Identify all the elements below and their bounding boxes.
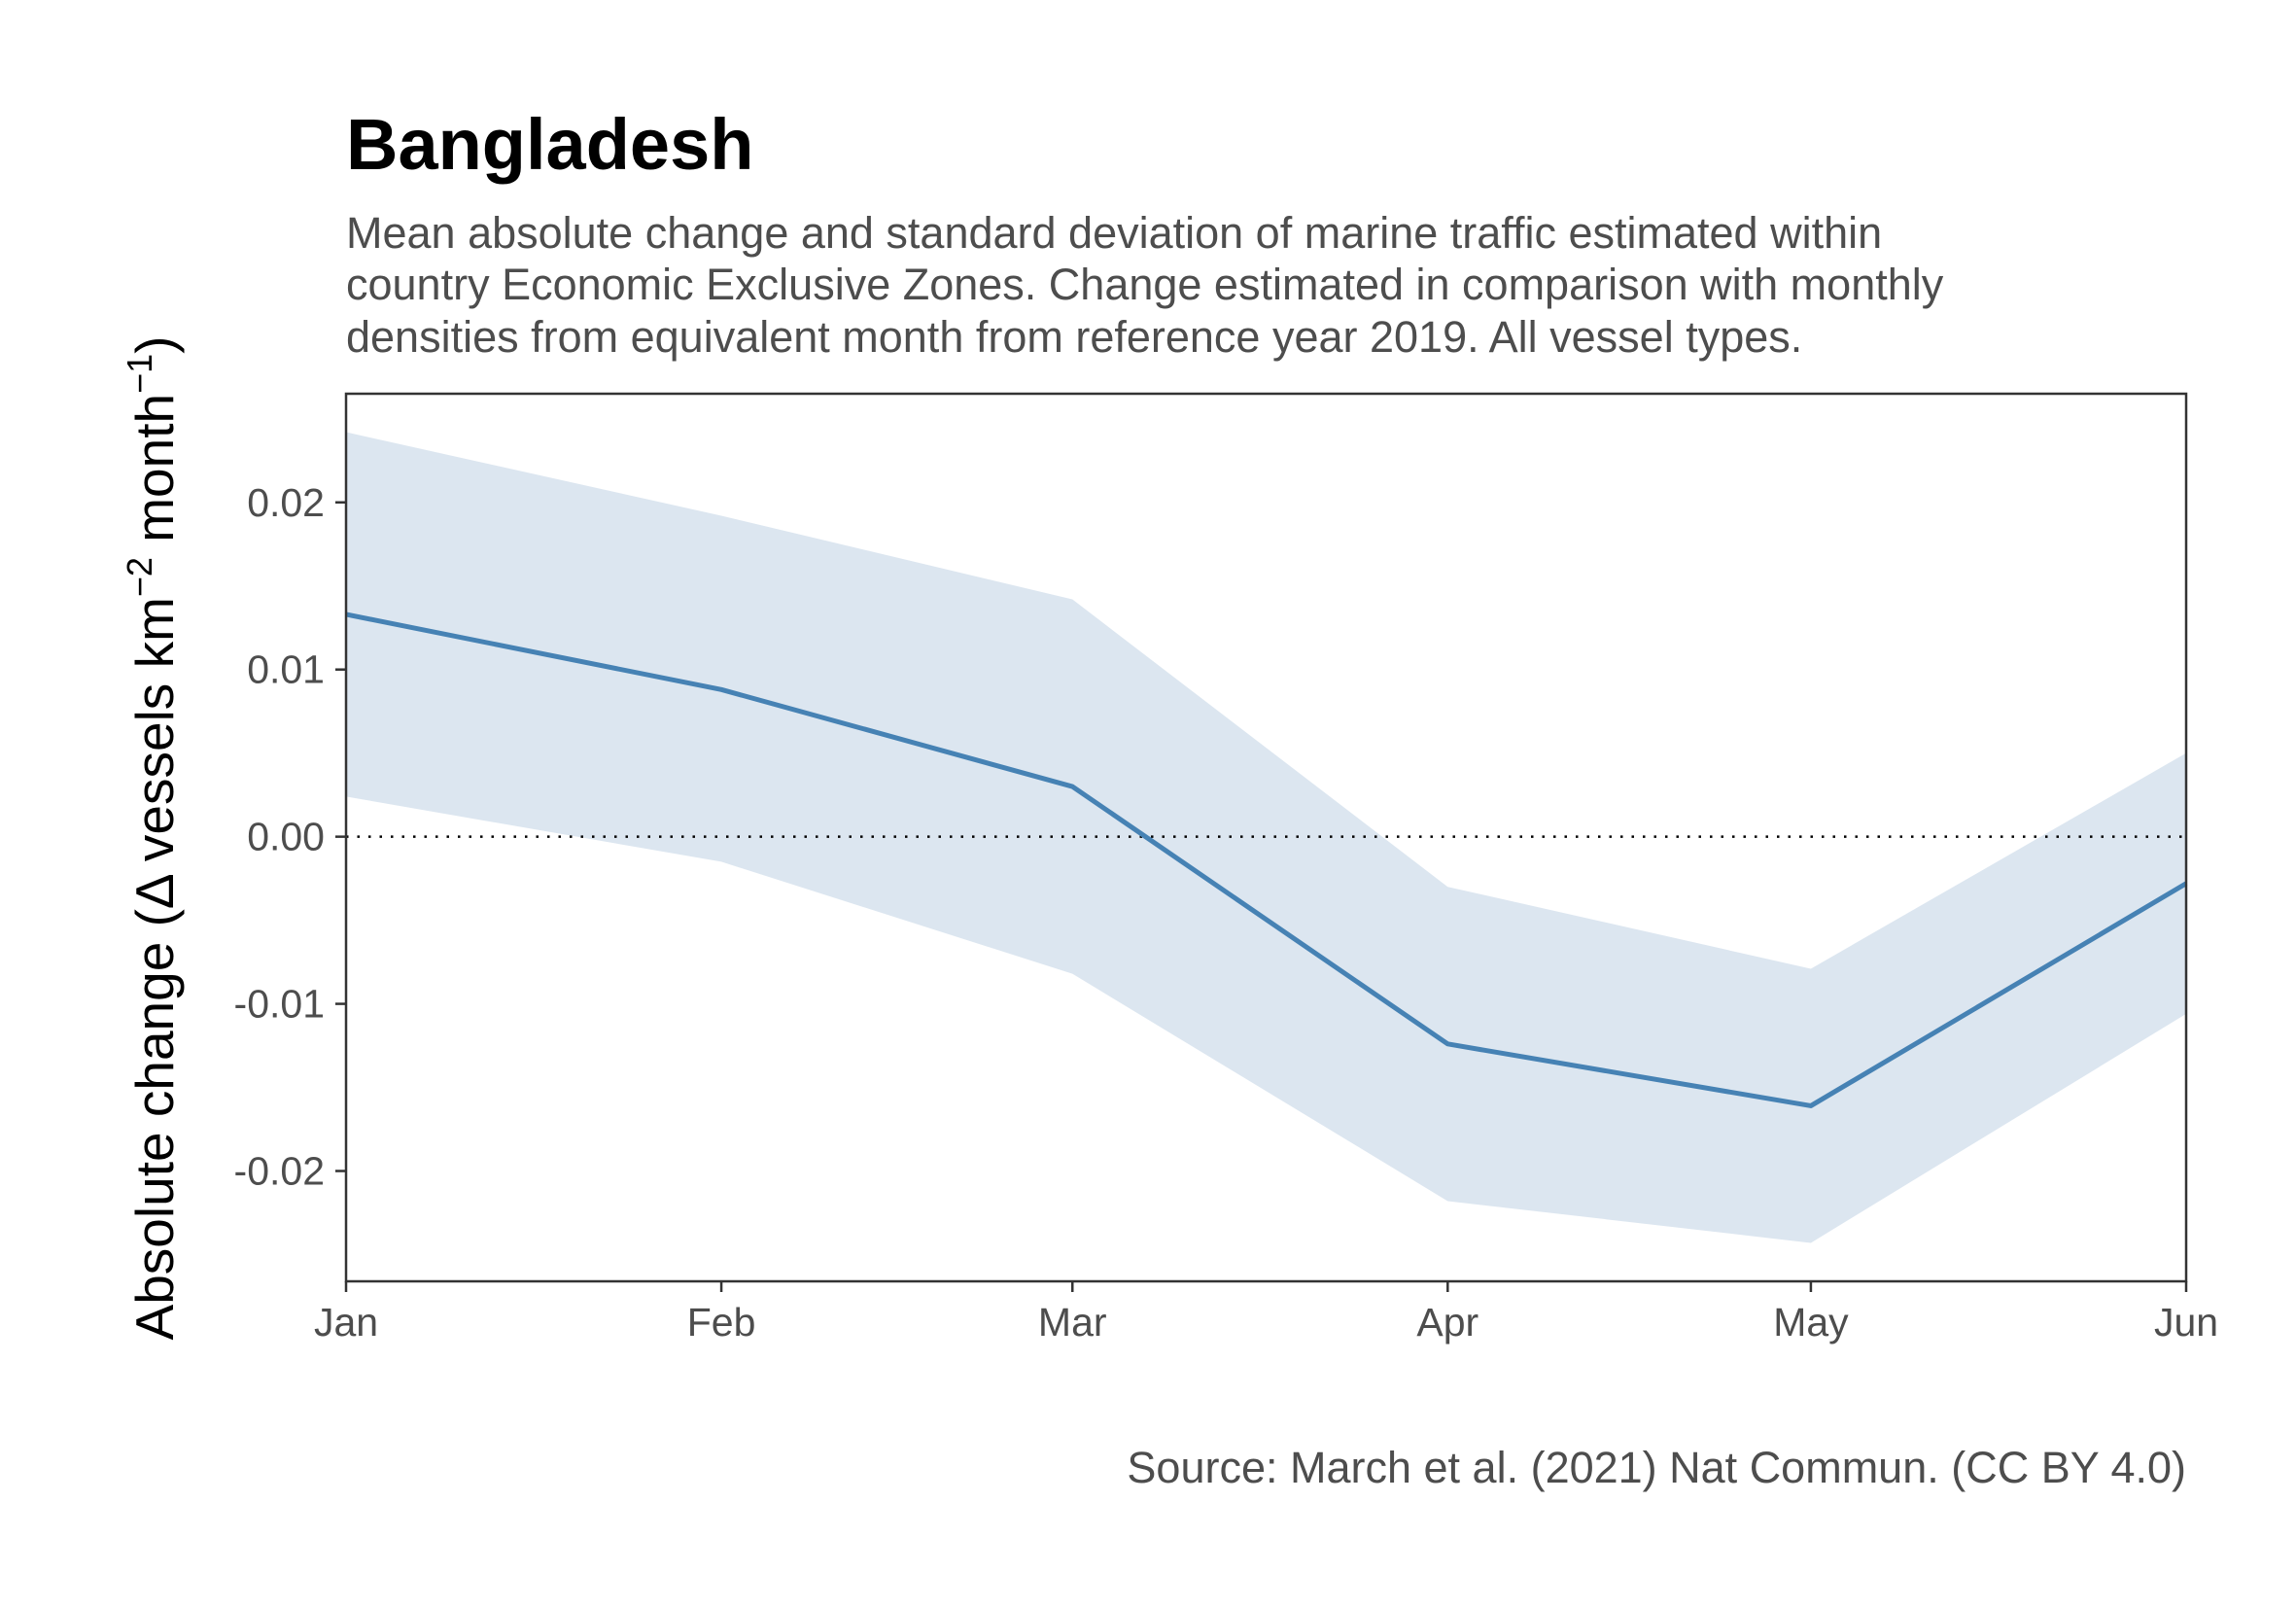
y-tick-label: -0.01 xyxy=(234,982,325,1027)
sd-ribbon xyxy=(346,432,2186,1243)
y-tick-label: 0.01 xyxy=(247,647,325,692)
x-tick-label: Apr xyxy=(1416,1300,1478,1345)
series-line-layer xyxy=(345,611,2188,1108)
chart-title: Bangladesh xyxy=(346,104,753,185)
x-tick-label: Jun xyxy=(2154,1300,2218,1345)
chart-caption: Source: March et al. (2021) Nat Commun. … xyxy=(1127,1443,2186,1492)
y-tick-label: -0.02 xyxy=(234,1149,325,1194)
mean-change-line xyxy=(345,611,2188,1108)
chart-subtitle-line-3: densities from equivalent month from ref… xyxy=(346,312,1802,362)
x-tick-label: Feb xyxy=(687,1300,756,1345)
ribbon-layer xyxy=(346,432,2186,1243)
x-tick-label: Jan xyxy=(314,1300,378,1345)
chart-subtitle-line-2: country Economic Exclusive Zones. Change… xyxy=(346,260,1944,309)
y-tick-label: 0.02 xyxy=(247,480,325,525)
chart-subtitle-line-1: Mean absolute change and standard deviat… xyxy=(346,208,1882,258)
x-tick-label: Mar xyxy=(1038,1300,1107,1345)
x-tick-label: May xyxy=(1773,1300,1849,1345)
y-tick-label: 0.00 xyxy=(247,815,325,859)
y-axis-title: Absolute change (Δ vessels km−2 month−1) xyxy=(120,336,185,1341)
y-axis: 0.02 0.01 0.00 -0.01 -0.02 xyxy=(234,480,346,1194)
x-axis: Jan Feb Mar Apr May Jun xyxy=(314,1281,2218,1345)
